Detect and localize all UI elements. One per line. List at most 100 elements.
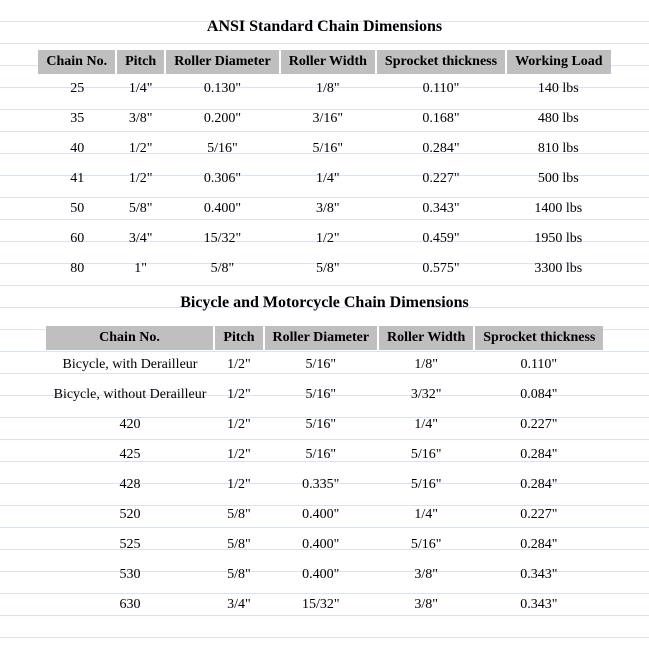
table-cell: 0.110" (376, 74, 506, 104)
table-cell: 0.110" (474, 350, 603, 380)
table-row: 5205/8"0.400"1/4"0.227" (46, 500, 604, 530)
table-row: 5305/8"0.400"3/8"0.343" (46, 560, 604, 590)
col-pitch: Pitch (116, 50, 165, 74)
col-chain-no: Chain No. (38, 50, 116, 74)
table-cell: 0.284" (474, 440, 603, 470)
table-row: Bicycle, without Derailleur1/2"5/16"3/32… (46, 380, 604, 410)
table-cell: 25 (38, 74, 116, 104)
table-row: 401/2"5/16"5/16"0.284"810 lbs (38, 134, 610, 164)
table-cell: 0.343" (474, 560, 603, 590)
table-cell: 0.227" (474, 500, 603, 530)
table-cell: 0.284" (474, 530, 603, 560)
table-cell: 1/4" (378, 500, 474, 530)
table-cell: 0.343" (376, 194, 506, 224)
table-cell: 0.575" (376, 254, 506, 284)
table-cell: 810 lbs (506, 134, 611, 164)
table-row: Bicycle, with Derailleur1/2"5/16"1/8"0.1… (46, 350, 604, 380)
table-cell: 0.227" (376, 164, 506, 194)
table-cell: 3/4" (116, 224, 165, 254)
table-cell: 3/8" (378, 560, 474, 590)
table-cell: 420 (46, 410, 215, 440)
table-cell: 3/8" (280, 194, 376, 224)
table-cell: 0.130" (165, 74, 280, 104)
ansi-chain-table: Chain No. Pitch Roller Diameter Roller W… (38, 50, 610, 284)
table-cell: 1/2" (214, 410, 263, 440)
table-cell: 5/16" (264, 440, 379, 470)
table-cell: 0.400" (264, 500, 379, 530)
col-roller-dia: Roller Diameter (165, 50, 280, 74)
table-cell: 0.459" (376, 224, 506, 254)
table2-title: Bicycle and Motorcycle Chain Dimensions (30, 294, 619, 312)
table-cell: 1950 lbs (506, 224, 611, 254)
table-cell: 0.400" (264, 560, 379, 590)
table-cell: 1/4" (378, 410, 474, 440)
table-cell: 3/16" (280, 104, 376, 134)
col-chain-no-2: Chain No. (46, 326, 215, 350)
table-cell: 530 (46, 560, 215, 590)
table-cell: 0.200" (165, 104, 280, 134)
table-cell: 40 (38, 134, 116, 164)
table-cell: 480 lbs (506, 104, 611, 134)
table1-header-row: Chain No. Pitch Roller Diameter Roller W… (38, 50, 610, 74)
table-cell: 50 (38, 194, 116, 224)
table-cell: 5/16" (264, 380, 379, 410)
table-cell: 41 (38, 164, 116, 194)
table-row: 4251/2"5/16"5/16"0.284" (46, 440, 604, 470)
table-row: 411/2"0.306"1/4"0.227"500 lbs (38, 164, 610, 194)
table-cell: 140 lbs (506, 74, 611, 104)
table-cell: 0.343" (474, 590, 603, 620)
table-cell: 0.400" (264, 530, 379, 560)
table-row: 801"5/8"5/8"0.575"3300 lbs (38, 254, 610, 284)
table-cell: 80 (38, 254, 116, 284)
table-cell: 428 (46, 470, 215, 500)
table-cell: 0.284" (376, 134, 506, 164)
table-cell: 15/32" (264, 590, 379, 620)
table-cell: 5/16" (378, 470, 474, 500)
col-roller-w: Roller Width (280, 50, 376, 74)
table-cell: 1/2" (280, 224, 376, 254)
col-roller-dia-2: Roller Diameter (264, 326, 379, 350)
col-sprocket: Sprocket thickness (376, 50, 506, 74)
table-cell: 5/16" (280, 134, 376, 164)
table-cell: 0.168" (376, 104, 506, 134)
table-cell: 5/8" (280, 254, 376, 284)
table-cell: 5/8" (214, 560, 263, 590)
page-wrap: ANSI Standard Chain Dimensions Chain No.… (0, 0, 649, 650)
table-cell: 1/2" (116, 164, 165, 194)
table-cell: 3/4" (214, 590, 263, 620)
table-cell: 1/2" (116, 134, 165, 164)
bike-moto-chain-table: Chain No. Pitch Roller Diameter Roller W… (46, 326, 604, 620)
table-row: 505/8"0.400"3/8"0.343"1400 lbs (38, 194, 610, 224)
table-cell: 5/8" (165, 254, 280, 284)
table-cell: 1/8" (378, 350, 474, 380)
table-cell: 5/16" (264, 410, 379, 440)
table-cell: 1/2" (214, 470, 263, 500)
table2-body: Bicycle, with Derailleur1/2"5/16"1/8"0.1… (46, 350, 604, 620)
table-cell: 5/16" (378, 530, 474, 560)
table-cell: 5/16" (378, 440, 474, 470)
table-row: 251/4"0.130"1/8"0.110"140 lbs (38, 74, 610, 104)
table-cell: 1" (116, 254, 165, 284)
table-cell: 5/16" (165, 134, 280, 164)
table-cell: 525 (46, 530, 215, 560)
table-cell: 425 (46, 440, 215, 470)
table-cell: 0.084" (474, 380, 603, 410)
table-row: 4281/2"0.335"5/16"0.284" (46, 470, 604, 500)
table-cell: 1400 lbs (506, 194, 611, 224)
table-cell: 5/8" (214, 530, 263, 560)
table-cell: 15/32" (165, 224, 280, 254)
table-cell: 630 (46, 590, 215, 620)
table-row: 6303/4"15/32"3/8"0.343" (46, 590, 604, 620)
table-cell: 1/2" (214, 350, 263, 380)
table1-body: 251/4"0.130"1/8"0.110"140 lbs353/8"0.200… (38, 74, 610, 284)
table-cell: 3300 lbs (506, 254, 611, 284)
table-row: 353/8"0.200"3/16"0.168"480 lbs (38, 104, 610, 134)
table-cell: 5/16" (264, 350, 379, 380)
col-sprocket-2: Sprocket thickness (474, 326, 603, 350)
table-cell: 1/4" (116, 74, 165, 104)
table-cell: 35 (38, 104, 116, 134)
table-cell: 0.227" (474, 410, 603, 440)
table-row: 4201/2"5/16"1/4"0.227" (46, 410, 604, 440)
col-load: Working Load (506, 50, 611, 74)
col-pitch-2: Pitch (214, 326, 263, 350)
